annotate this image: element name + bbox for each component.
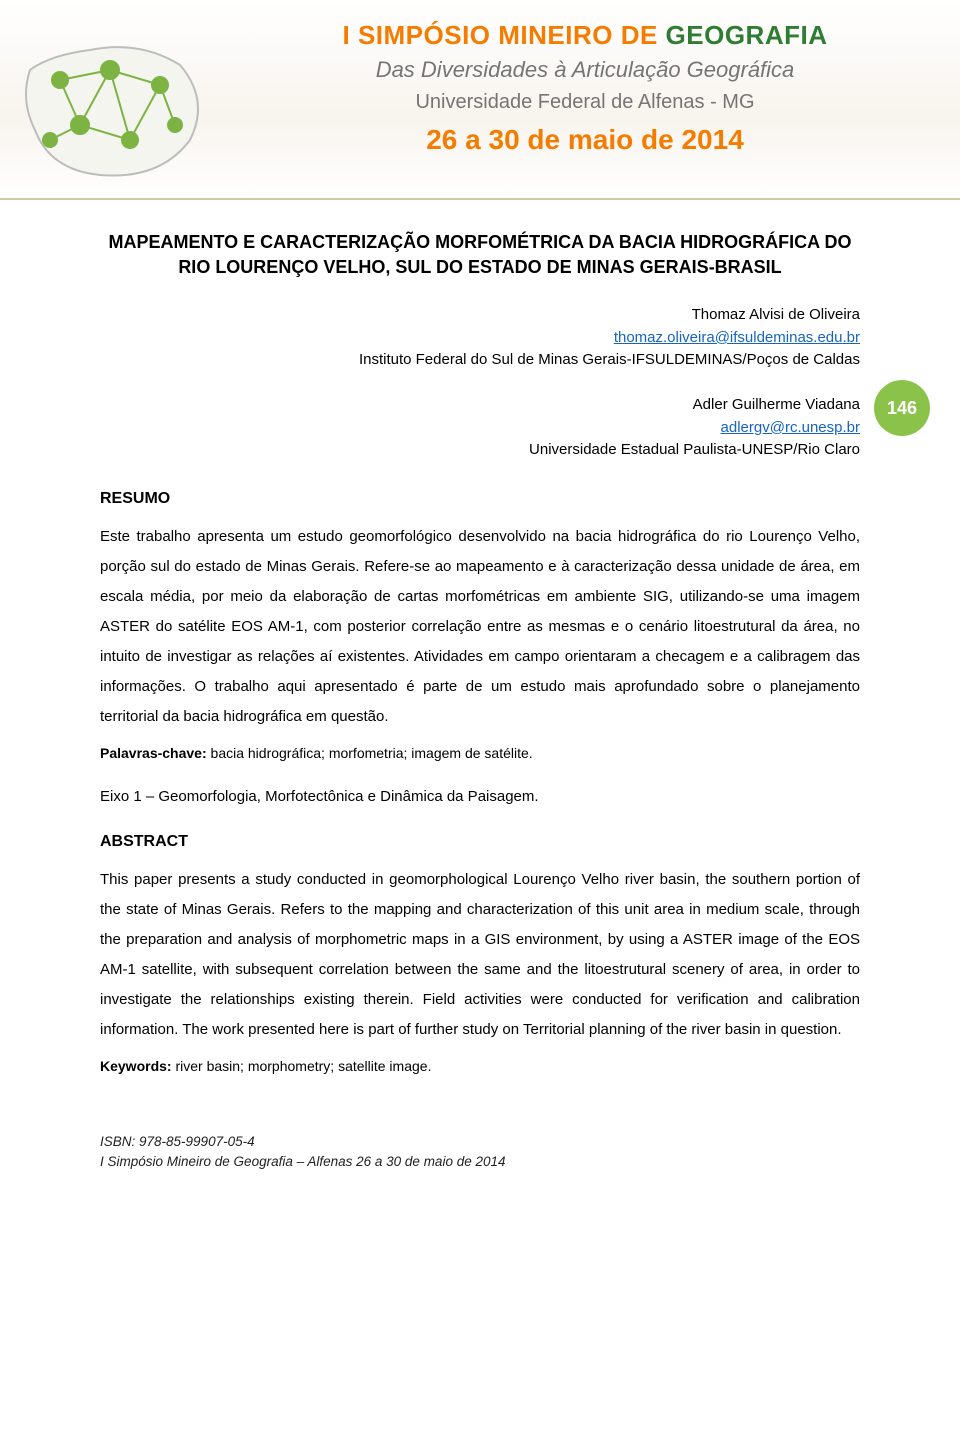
page-footer: ISBN: 978-85-99907-05-4 I Simpósio Minei… [0,1132,960,1203]
eixo-line: Eixo 1 – Geomorfologia, Morfotectônica e… [100,788,860,805]
banner-title-prefix: I SIMPÓSIO MINEIRO DE [343,20,666,50]
abstract-text: This paper presents a study conducted in… [100,865,860,1045]
author-2-affiliation: Universidade Estadual Paulista-UNESP/Rio… [100,439,860,462]
keywords-values: river basin; morphometry; satellite imag… [172,1058,432,1074]
banner-title-emph: GEOGRAFIA [666,20,828,50]
author-1-affiliation: Instituto Federal do Sul de Minas Gerais… [100,349,860,372]
author-2-name: Adler Guilherme Viadana [100,394,860,417]
header-banner: I SIMPÓSIO MINEIRO DE GEOGRAFIA Das Dive… [0,0,960,200]
paper-title: MAPEAMENTO E CARACTERIZAÇÃO MORFOMÉTRICA… [100,230,860,280]
page-content: 146 MAPEAMENTO E CARACTERIZAÇÃO MORFOMÉT… [0,200,960,1132]
author-1-email[interactable]: thomaz.oliveira@ifsuldeminas.edu.br [614,329,860,346]
banner-subtitle: Das Diversidades à Articulação Geográfic… [230,57,940,83]
banner-title: I SIMPÓSIO MINEIRO DE GEOGRAFIA [230,20,940,51]
author-2-email[interactable]: adlergv@rc.unesp.br [721,419,860,436]
keywords-label: Keywords: [100,1058,172,1074]
abstract-heading: ABSTRACT [100,833,860,851]
palavras-chave-values: bacia hidrográfica; morfometria; imagem … [207,745,533,761]
resumo-text: Este trabalho apresenta um estudo geomor… [100,522,860,732]
banner-text-block: I SIMPÓSIO MINEIRO DE GEOGRAFIA Das Dive… [230,20,940,156]
author-1-name: Thomaz Alvisi de Oliveira [100,304,860,327]
banner-dates: 26 a 30 de maio de 2014 [230,124,940,156]
palavras-chave: Palavras-chave: bacia hidrográfica; morf… [100,742,860,764]
banner-university: Universidade Federal de Alfenas - MG [230,91,940,114]
footer-event: I Simpósio Mineiro de Geografia – Alfena… [100,1152,860,1172]
page-number-badge: 146 [874,380,930,436]
state-map-graphic [10,30,220,190]
resumo-heading: RESUMO [100,490,860,508]
palavras-chave-label: Palavras-chave: [100,745,207,761]
keywords: Keywords: river basin; morphometry; sate… [100,1055,860,1077]
authors-block: Thomaz Alvisi de Oliveira thomaz.oliveir… [100,304,860,462]
footer-isbn: ISBN: 978-85-99907-05-4 [100,1132,860,1152]
